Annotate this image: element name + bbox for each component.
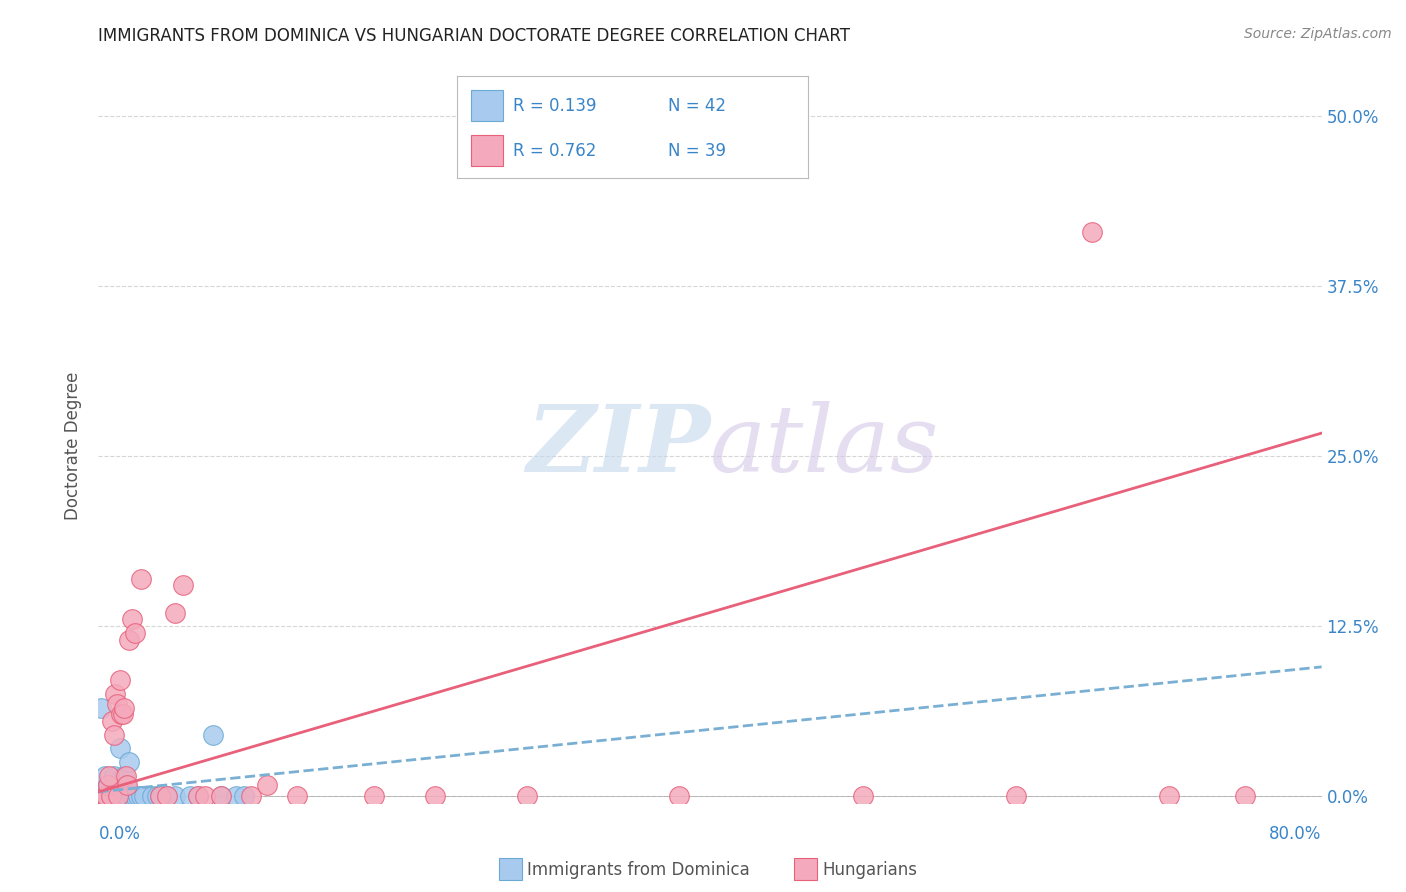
- Point: [240, 789, 263, 803]
- Point: [103, 769, 125, 783]
- Text: atlas: atlas: [710, 401, 939, 491]
- Text: 0.0%: 0.0%: [98, 825, 141, 843]
- Point: [1157, 789, 1180, 803]
- FancyBboxPatch shape: [471, 136, 503, 166]
- Point: [107, 789, 129, 803]
- Point: [94, 789, 117, 803]
- Point: [1234, 789, 1257, 803]
- Point: [94, 789, 117, 803]
- Point: [187, 789, 209, 803]
- Point: [100, 789, 122, 803]
- Point: [225, 789, 247, 803]
- Point: [97, 778, 120, 792]
- Point: [110, 707, 132, 722]
- Point: [97, 789, 120, 803]
- Point: [112, 769, 135, 783]
- Point: [118, 755, 141, 769]
- Point: [363, 789, 385, 803]
- Point: [101, 782, 124, 797]
- Text: R = 0.762: R = 0.762: [513, 142, 596, 160]
- FancyBboxPatch shape: [471, 90, 503, 121]
- Text: R = 0.139: R = 0.139: [513, 96, 596, 114]
- Text: 80.0%: 80.0%: [1270, 825, 1322, 843]
- Point: [209, 789, 232, 803]
- Point: [232, 789, 254, 803]
- Point: [124, 789, 146, 803]
- Text: N = 39: N = 39: [668, 142, 725, 160]
- Point: [129, 572, 152, 586]
- Point: [101, 789, 124, 803]
- Point: [179, 789, 201, 803]
- Point: [194, 789, 217, 803]
- Point: [100, 789, 122, 803]
- Point: [107, 789, 129, 803]
- Point: [111, 707, 134, 722]
- Point: [129, 789, 152, 803]
- Point: [172, 578, 194, 592]
- Point: [156, 789, 179, 803]
- Point: [121, 789, 143, 803]
- Point: [90, 700, 112, 714]
- Point: [134, 789, 156, 803]
- Point: [202, 728, 225, 742]
- Point: [149, 789, 172, 803]
- Point: [141, 789, 163, 803]
- Point: [156, 789, 179, 803]
- Point: [98, 769, 121, 783]
- Point: [101, 714, 124, 729]
- Point: [93, 789, 115, 803]
- Point: [117, 789, 139, 803]
- Point: [104, 789, 127, 803]
- Point: [668, 789, 690, 803]
- Point: [852, 789, 875, 803]
- Point: [115, 778, 138, 792]
- Point: [108, 741, 131, 756]
- Point: [103, 789, 125, 803]
- Text: IMMIGRANTS FROM DOMINICA VS HUNGARIAN DOCTORATE DEGREE CORRELATION CHART: IMMIGRANTS FROM DOMINICA VS HUNGARIAN DO…: [98, 27, 851, 45]
- Point: [423, 789, 446, 803]
- Point: [149, 789, 172, 803]
- Point: [1004, 789, 1026, 803]
- Point: [104, 687, 127, 701]
- Point: [163, 606, 186, 620]
- Point: [121, 612, 143, 626]
- Point: [105, 789, 128, 803]
- Text: N = 42: N = 42: [668, 96, 725, 114]
- Point: [1081, 225, 1104, 239]
- Point: [93, 789, 115, 803]
- Point: [118, 632, 141, 647]
- Point: [94, 782, 117, 797]
- Point: [103, 728, 125, 742]
- Point: [209, 789, 232, 803]
- Point: [516, 789, 538, 803]
- Point: [98, 789, 121, 803]
- Point: [108, 673, 131, 688]
- Point: [93, 769, 115, 783]
- Point: [91, 789, 114, 803]
- Point: [187, 789, 209, 803]
- Point: [145, 789, 167, 803]
- Point: [115, 769, 138, 783]
- Text: Source: ZipAtlas.com: Source: ZipAtlas.com: [1244, 27, 1392, 41]
- Point: [124, 626, 146, 640]
- Point: [105, 778, 128, 792]
- Point: [117, 778, 139, 792]
- Y-axis label: Doctorate Degree: Doctorate Degree: [65, 372, 83, 520]
- Point: [97, 778, 120, 792]
- Point: [105, 697, 128, 711]
- Point: [110, 789, 132, 803]
- Text: Immigrants from Dominica: Immigrants from Dominica: [527, 861, 749, 879]
- Point: [112, 700, 135, 714]
- Text: ZIP: ZIP: [526, 401, 710, 491]
- Point: [98, 789, 121, 803]
- Text: Hungarians: Hungarians: [823, 861, 918, 879]
- Point: [127, 789, 149, 803]
- Point: [163, 789, 186, 803]
- Point: [285, 789, 308, 803]
- Point: [256, 778, 278, 792]
- Point: [111, 789, 134, 803]
